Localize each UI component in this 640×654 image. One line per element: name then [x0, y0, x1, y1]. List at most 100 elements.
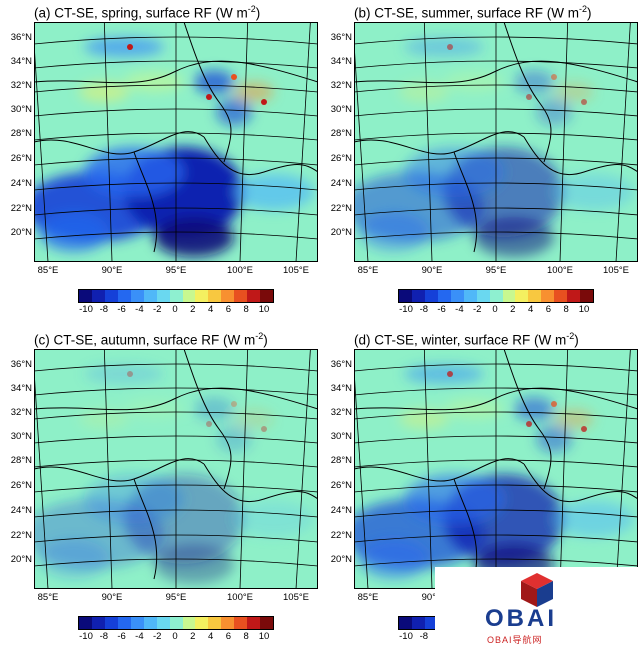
cube-logo-icon	[521, 573, 553, 607]
colorbar-swatch	[130, 617, 144, 629]
colorbar-swatch	[463, 290, 477, 302]
colorbar-tick-label: -4	[135, 631, 144, 642]
latitude-label: 22°N	[330, 203, 352, 214]
radiative-forcing-field	[34, 349, 318, 589]
latitude-label: 20°N	[330, 554, 352, 565]
colorbar	[78, 289, 274, 303]
colorbar-swatch	[104, 290, 118, 302]
colorbar-swatch	[411, 290, 425, 302]
longitude-label: 90°E	[101, 592, 123, 603]
colorbar-swatch	[143, 617, 157, 629]
colorbar-tick-label: -6	[437, 304, 446, 315]
colorbar-tick-label: -4	[135, 304, 144, 315]
colorbar-swatch	[169, 617, 183, 629]
longitude-label: 90°E	[101, 265, 123, 276]
latitude-label: 28°N	[330, 128, 352, 139]
colorbar-tick-label: -10	[399, 304, 413, 315]
colorbar-tick-label: -8	[419, 304, 429, 315]
latitude-label: 20°N	[10, 554, 32, 565]
colorbar-swatch	[182, 617, 196, 629]
latitude-label: 36°N	[10, 32, 32, 43]
latitude-label: 28°N	[10, 455, 32, 466]
map-panel-autumn: (c) CT-SE, autumn, surface RF (W m-2) 36…	[0, 327, 320, 654]
longitude-label: 85°E	[37, 265, 59, 276]
colorbar-tick-label: 0	[172, 304, 178, 315]
longitude-label: 100°E	[227, 592, 253, 603]
colorbar-tick-label: -6	[117, 631, 126, 642]
colorbar-swatch	[195, 290, 209, 302]
colorbar-swatch	[221, 290, 235, 302]
colorbar-swatch	[567, 290, 581, 302]
colorbar-tick-label: 8	[563, 304, 569, 315]
latitude-label: 24°N	[10, 505, 32, 516]
longitude-label: 100°E	[547, 265, 573, 276]
colorbar-tick-label: 10	[258, 304, 270, 315]
colorbar-swatch	[195, 617, 209, 629]
longitude-label: 90°E	[421, 265, 443, 276]
longitude-label: 85°E	[37, 592, 59, 603]
panel-title: (a) CT-SE, spring, surface RF (W m-2)	[34, 4, 261, 21]
colorbar-tick-label: -2	[152, 304, 162, 315]
colorbar-swatch	[234, 617, 248, 629]
latitude-label: 24°N	[10, 178, 32, 189]
colorbar-tick-label: 2	[190, 304, 196, 315]
longitude-label: 85°E	[357, 265, 379, 276]
watermark-logo: OBAI OBAI导航网	[435, 567, 640, 654]
colorbar-swatch	[554, 290, 568, 302]
longitude-label: 95°E	[165, 592, 187, 603]
colorbar-swatch	[411, 617, 425, 629]
map-panel-spring: (a) CT-SE, spring, surface RF (W m-2) 36…	[0, 0, 320, 327]
colorbar-swatch	[399, 290, 412, 302]
panel-title: (b) CT-SE, summer, surface RF (W m-2)	[354, 4, 592, 21]
latitude-label: 36°N	[330, 32, 352, 43]
latitude-label: 36°N	[330, 359, 352, 370]
latitude-label: 28°N	[330, 455, 352, 466]
colorbar-swatch	[104, 617, 118, 629]
colorbar-swatch	[580, 290, 594, 302]
logo-text: OBAI	[485, 605, 557, 632]
radiative-forcing-field	[34, 22, 318, 262]
colorbar-swatch	[489, 290, 503, 302]
colorbar-swatch	[182, 290, 196, 302]
colorbar-tick-label: -8	[99, 631, 109, 642]
colorbar-tick-label: 2	[190, 631, 196, 642]
map-area	[34, 22, 318, 262]
colorbar-swatch	[528, 290, 542, 302]
colorbar-tick-label: -8	[419, 631, 429, 642]
colorbar-swatch	[424, 290, 438, 302]
colorbar-swatch	[399, 617, 412, 629]
colorbar-swatch	[247, 290, 261, 302]
colorbar-swatch	[156, 617, 170, 629]
longitude-label: 95°E	[165, 265, 187, 276]
colorbar-swatch	[502, 290, 516, 302]
radiative-forcing-field	[354, 22, 638, 262]
latitude-label: 34°N	[330, 383, 352, 394]
logo-subtext: OBAI导航网	[487, 635, 543, 645]
colorbar-swatch	[79, 617, 92, 629]
colorbar-tick-label: 6	[225, 631, 232, 642]
map-area	[354, 349, 638, 589]
longitude-label: 100°E	[227, 265, 253, 276]
colorbar-tick-label: 2	[510, 304, 516, 315]
latitude-label: 32°N	[330, 80, 352, 91]
latitude-label: 24°N	[330, 178, 352, 189]
colorbar-tick-label: 4	[207, 304, 214, 315]
latitude-label: 36°N	[10, 359, 32, 370]
colorbar-tick-label: 6	[545, 304, 552, 315]
latitude-label: 22°N	[330, 530, 352, 541]
panel-title: (c) CT-SE, autumn, surface RF (W m-2)	[34, 331, 268, 348]
colorbar-swatch	[208, 290, 222, 302]
colorbar-tick-label: -10	[79, 631, 93, 642]
colorbar-tick-label: -6	[117, 304, 126, 315]
latitude-label: 22°N	[10, 203, 32, 214]
latitude-label: 24°N	[330, 505, 352, 516]
colorbar-swatch	[260, 290, 274, 302]
colorbar-swatch	[143, 290, 157, 302]
longitude-label: 85°E	[357, 592, 379, 603]
colorbar-swatch	[247, 617, 261, 629]
longitude-label: 95°E	[485, 265, 507, 276]
colorbar-swatch	[169, 290, 183, 302]
latitude-label: 26°N	[330, 480, 352, 491]
colorbar-swatch	[79, 290, 92, 302]
longitude-label: 105°E	[283, 592, 309, 603]
